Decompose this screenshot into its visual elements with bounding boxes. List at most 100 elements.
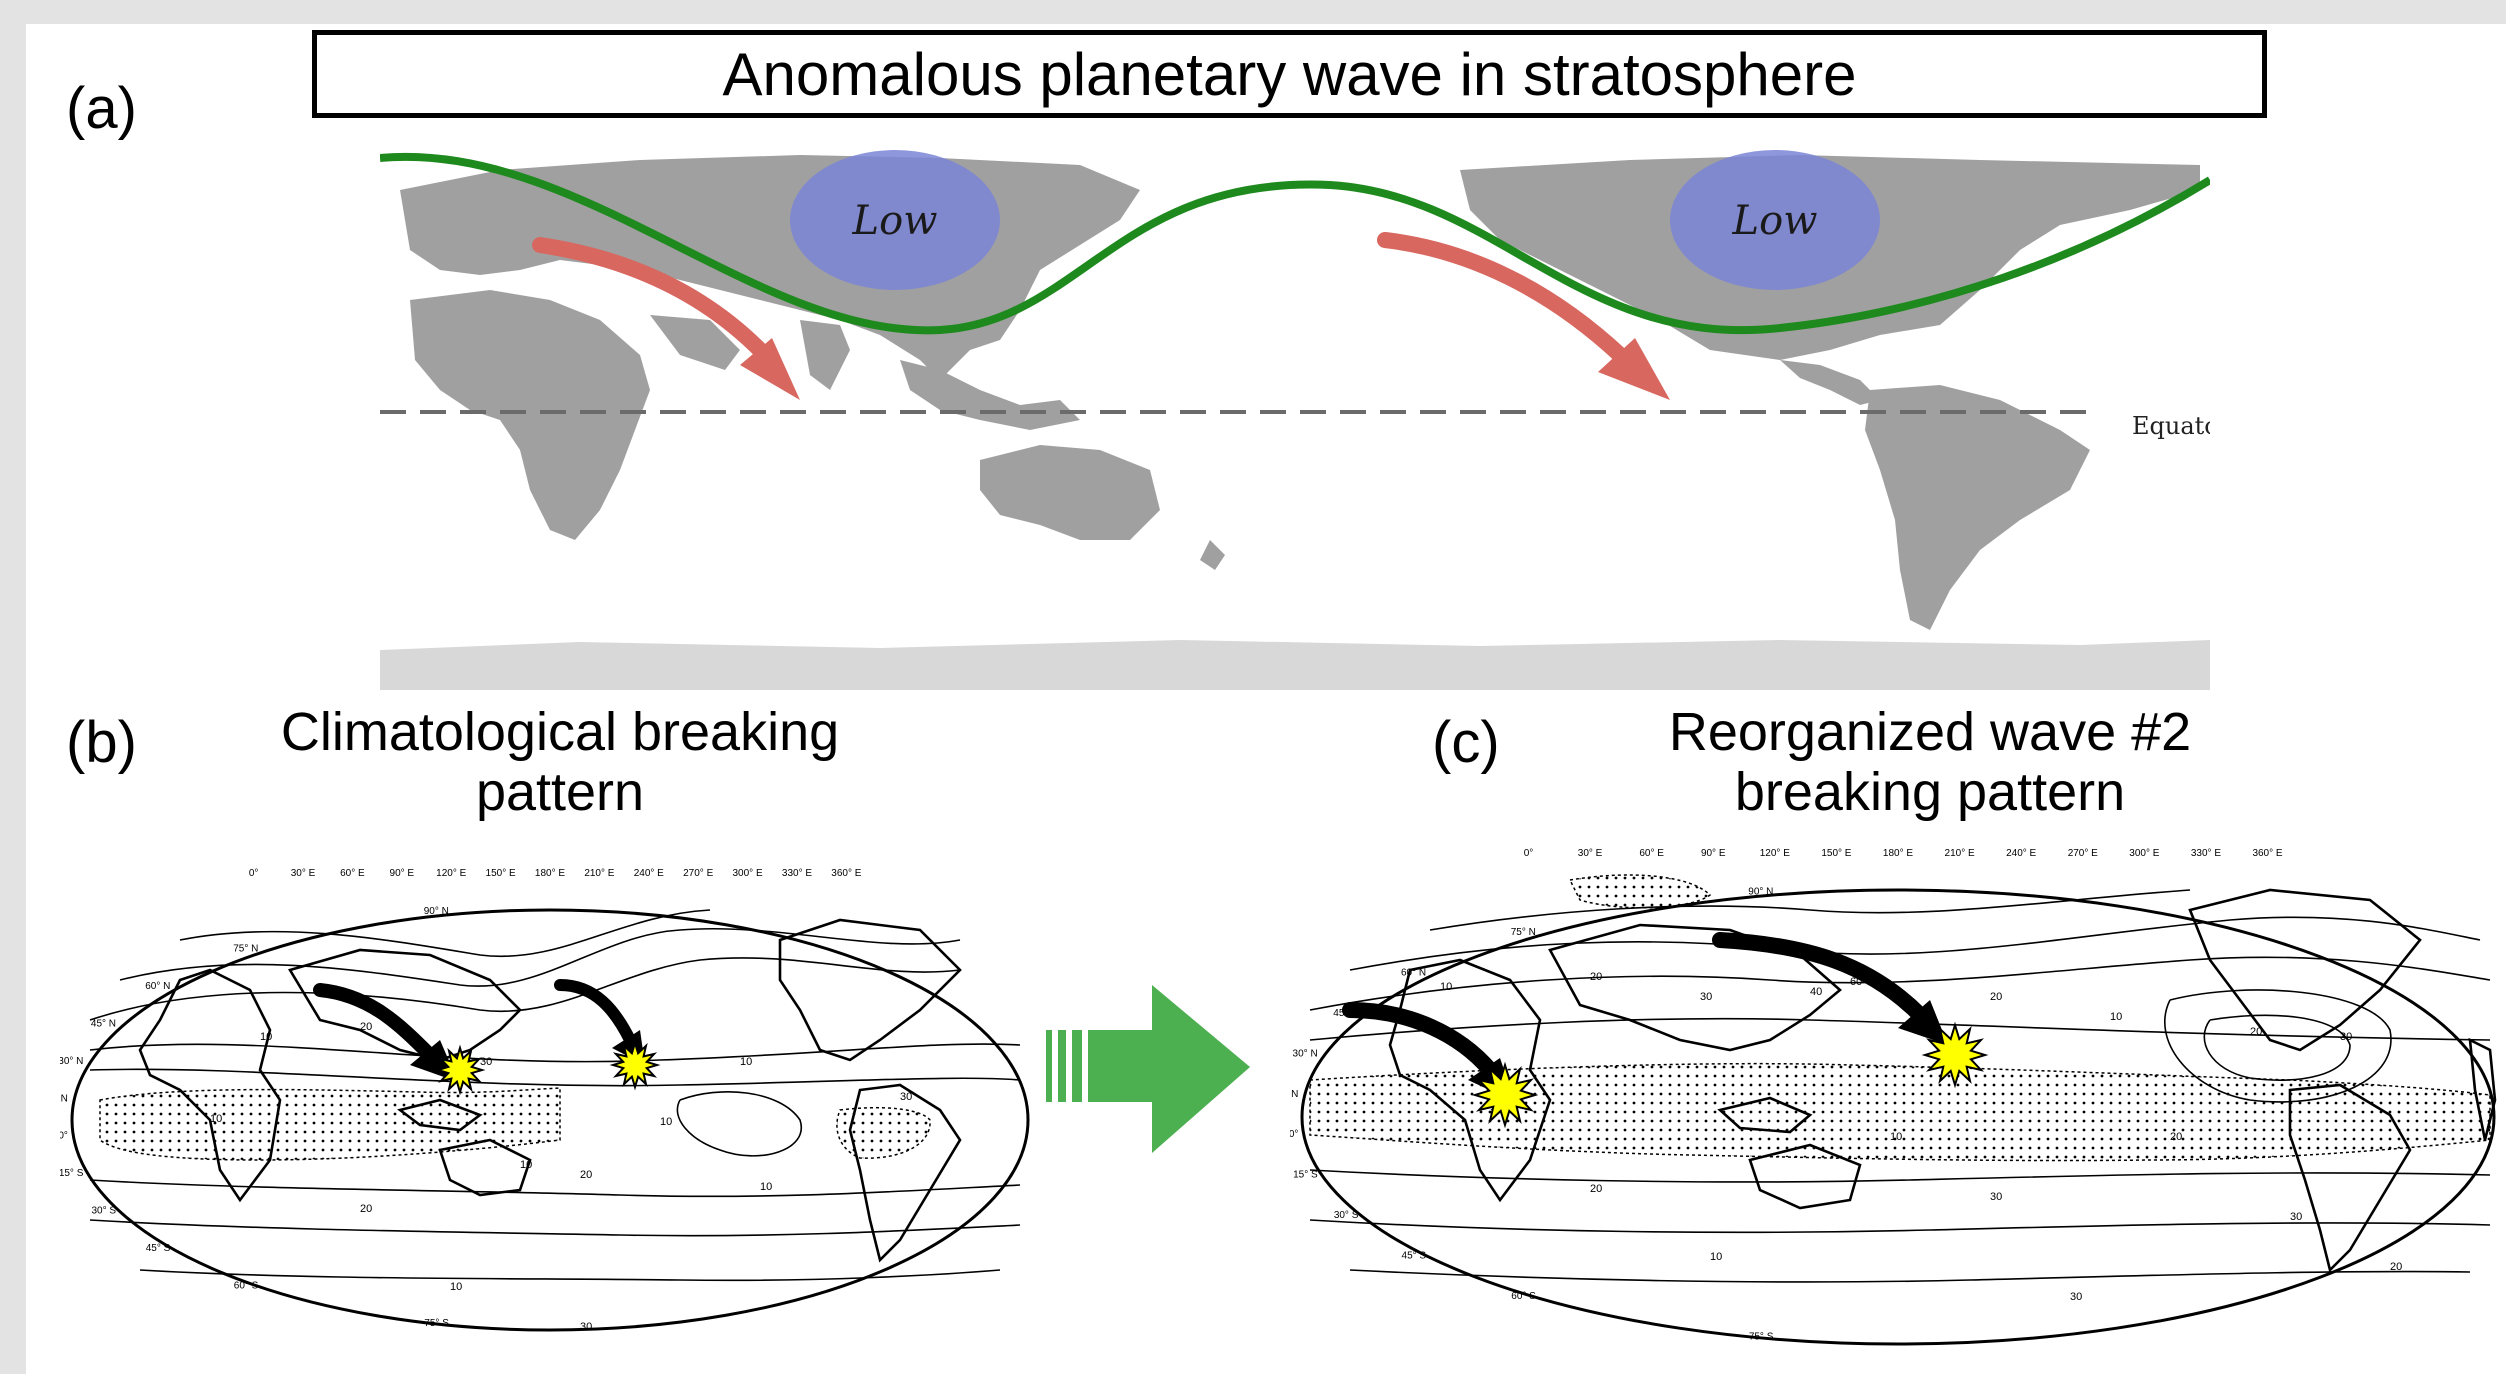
contour-value-label: 10 [740,1056,752,1068]
stippled-region [836,1106,931,1159]
contour-value-label: 30 [2070,1291,2082,1303]
lon-tick-label: 270° E [683,868,713,879]
coastline [288,948,522,1062]
coastline [1548,923,1843,1052]
lat-tick-label: 60° S [1511,1291,1536,1302]
panel-b-title-line1: Climatological breaking [280,702,840,762]
contour-line [89,1068,1021,1087]
lat-tick-label: 15° N [1290,1089,1298,1100]
lat-tick-label: 75° S [1749,1331,1774,1342]
lon-tick-label: 180° E [1883,848,1913,859]
contour-line [1349,1269,2471,1283]
coastline [778,918,962,1062]
breaking-star [434,1044,486,1096]
arabia-india-land [650,315,850,390]
lon-tick-label: 210° E [584,868,614,879]
contour-value-label: 10 [760,1181,772,1193]
panel-c-title-line1: Reorganized wave #2 [1668,702,2192,762]
lon-tick-label: 30° E [1578,848,1603,859]
lon-tick-label: 330° E [782,868,812,879]
coastline [848,1083,962,1263]
lat-tick-label: 90° N [424,906,449,917]
red-arrow-1 [532,237,800,400]
lon-tick-label: 150° E [486,868,516,879]
lon-tick-label: 270° E [2068,848,2098,859]
lat-tick-label: 60° N [1401,967,1426,978]
lat-tick-label: 30° S [1334,1210,1359,1221]
red-arrow-2 [1377,232,1670,400]
contour-value-label: 30 [1990,1191,2002,1203]
low-label-1: Low [852,198,938,244]
panel-c-map: 0° 30° E 60° E 90° E 120° E 150° E 180° E 210° … [1290,848,2497,1346]
panel-a-title-box: Anomalous planetary wave in stratosphere [312,30,2267,118]
south-america-land [1865,385,2090,630]
lat-tick-label: 30° N [60,1056,83,1067]
coastline [2288,1083,2412,1273]
contour-value-label: 10 [660,1116,672,1128]
low-label-2: Low [1732,198,1818,244]
lat-tick-label: 45° S [146,1243,171,1254]
low-ellipse-2 [1670,150,1880,290]
contour-line [676,1091,803,1157]
lon-tick-label: 60° E [340,868,365,879]
contour-value-label: 10 [260,1031,272,1043]
panel-c-title-line2: breaking pattern [1734,762,2126,823]
lon-tick-label: 180° E [535,868,565,879]
lat-tick-label: 0° [60,1131,68,1142]
lat-tick-label: 60° N [145,981,170,992]
antarctica-land [380,640,2210,690]
contour-value-label: 30 [2340,1031,2352,1043]
contour-line [119,927,961,987]
coastline [2188,888,2422,1052]
contour-line [1429,889,2191,931]
contour-line [1309,1219,2491,1234]
contour-value-label: 20 [1590,1183,1602,1195]
lon-tick-label: 120° E [436,868,466,879]
panel-b-title-line2: pattern [475,762,645,823]
breaking-star [1921,1021,1989,1089]
stippled-region [1568,874,1712,909]
contour-value-label: 10 [1890,1131,1902,1143]
lat-tick-label: 90° N [1748,887,1773,898]
breaking-star [1471,1061,1539,1129]
lat-tick-label: 15° S [60,1168,84,1179]
contour-value-label: 20 [580,1169,592,1181]
contour-value-label: 10 [210,1113,222,1125]
lon-tick-label: 0° [1524,848,1534,859]
lat-tick-label: 75° N [233,944,258,955]
lat-tick-label: 45° N [91,1018,116,1029]
contour-value-label: 30 [900,1091,912,1103]
contour-line [1309,956,2491,1011]
contour-value-label: 30 [580,1321,592,1333]
lon-tick-label: 210° E [1945,848,1975,859]
lon-tick-label: 60° E [1639,848,1664,859]
lat-tick-label: 75° N [1511,927,1536,938]
lon-tick-label: 240° E [634,868,664,879]
panel-c-title: Reorganized wave #2 breaking pattern [1560,702,2300,823]
contour-value-label: 20 [2250,1026,2262,1038]
contour-value-label: 10 [450,1281,462,1293]
contour-value-label: 30 [480,1056,492,1068]
lon-tick-label: 90° E [390,868,415,879]
contour-value-label: 30 [2290,1211,2302,1223]
contour-value-label: 20 [1590,971,1602,983]
lon-tick-label: 300° E [733,868,763,879]
panel-a-label: (a) [66,76,137,141]
coastline [1717,1096,1813,1134]
green-arrow [1046,985,1250,1153]
stippled-region [1309,1062,2491,1162]
contour-line [2164,989,2392,1103]
contour-value-label: 10 [520,1159,532,1171]
panel-a-title: Anomalous planetary wave in stratosphere [722,40,1857,108]
coastline [438,1138,532,1197]
central-america-land [1780,360,1880,405]
lon-tick-label: 330° E [2191,848,2221,859]
lon-tick-label: 240° E [2006,848,2036,859]
contour-line [1349,916,2481,971]
coastline [1388,958,1552,1203]
panel-b-title: Climatological breaking pattern [180,702,940,823]
lon-tick-label: 360° E [831,868,861,879]
lon-tick-label: 360° E [2252,848,2282,859]
australia-land [980,445,1160,540]
lat-tick-label: 0° [1290,1129,1298,1140]
